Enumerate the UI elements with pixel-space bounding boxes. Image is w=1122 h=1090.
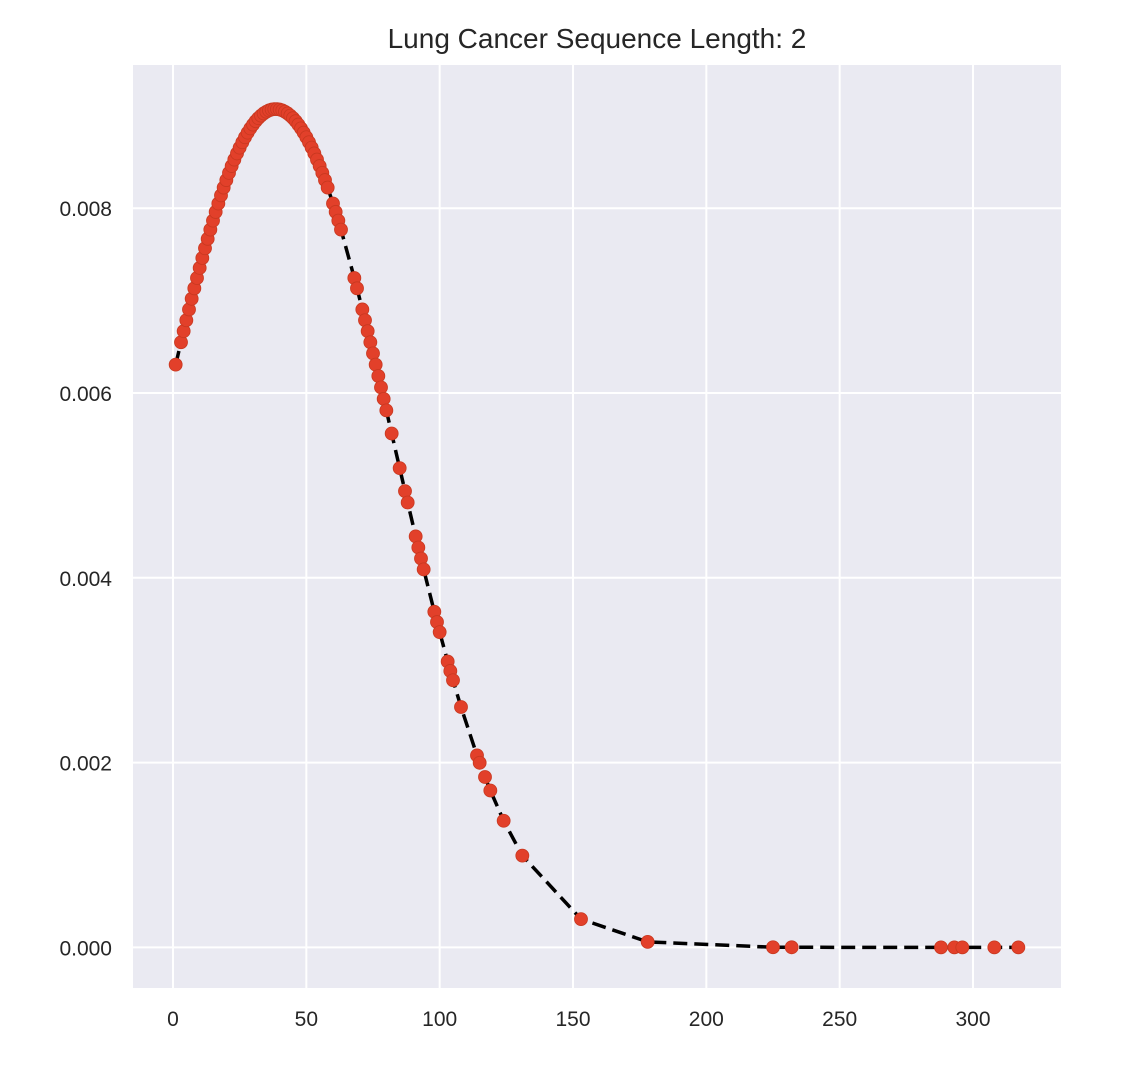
data-point xyxy=(483,783,498,798)
y-tick-label: 0.006 xyxy=(59,383,112,406)
chart-title: Lung Cancer Sequence Length: 2 xyxy=(388,23,807,54)
y-tick-label: 0.002 xyxy=(59,753,112,776)
data-point xyxy=(574,912,588,927)
y-tick-label: 0.004 xyxy=(59,568,112,591)
data-point xyxy=(478,770,492,784)
data-point xyxy=(379,403,394,418)
data-point xyxy=(766,940,780,955)
data-point xyxy=(1011,940,1026,955)
data-point xyxy=(400,495,415,510)
data-point xyxy=(934,940,948,955)
x-tick-label: 50 xyxy=(295,1008,318,1031)
plot-area xyxy=(133,65,1061,988)
data-point xyxy=(416,562,431,577)
data-point xyxy=(432,625,447,640)
data-point xyxy=(496,813,511,828)
data-point xyxy=(454,700,468,714)
data-point xyxy=(350,281,364,296)
x-tick-label: 200 xyxy=(689,1008,724,1031)
x-axis-ticks: 0 50 100 150 200 250 300 xyxy=(167,1008,990,1031)
data-point xyxy=(366,346,380,361)
y-axis-ticks: 0.000 0.002 0.004 0.006 0.008 xyxy=(59,198,112,960)
data-point xyxy=(446,673,460,688)
y-tick-label: 0.000 xyxy=(59,937,112,960)
data-point xyxy=(384,426,399,441)
x-tick-label: 250 xyxy=(822,1008,857,1031)
data-point xyxy=(392,461,407,476)
data-point xyxy=(320,180,335,195)
x-tick-label: 150 xyxy=(555,1008,590,1031)
data-point xyxy=(784,940,799,955)
data-point xyxy=(955,940,970,955)
data-point xyxy=(374,380,388,395)
data-points xyxy=(168,102,1026,955)
data-point xyxy=(987,940,1002,955)
data-point xyxy=(515,848,530,863)
data-point xyxy=(472,755,487,770)
data-point xyxy=(371,369,386,383)
x-tick-label: 100 xyxy=(422,1008,457,1031)
x-tick-label: 300 xyxy=(955,1008,990,1031)
data-point xyxy=(398,484,412,499)
y-tick-label: 0.008 xyxy=(59,198,112,221)
x-tick-label: 0 xyxy=(167,1008,179,1031)
data-point xyxy=(368,357,383,372)
gridlines xyxy=(133,65,1061,988)
data-point xyxy=(376,391,391,406)
data-point xyxy=(640,934,655,949)
data-point xyxy=(168,357,183,372)
data-point xyxy=(334,222,348,237)
